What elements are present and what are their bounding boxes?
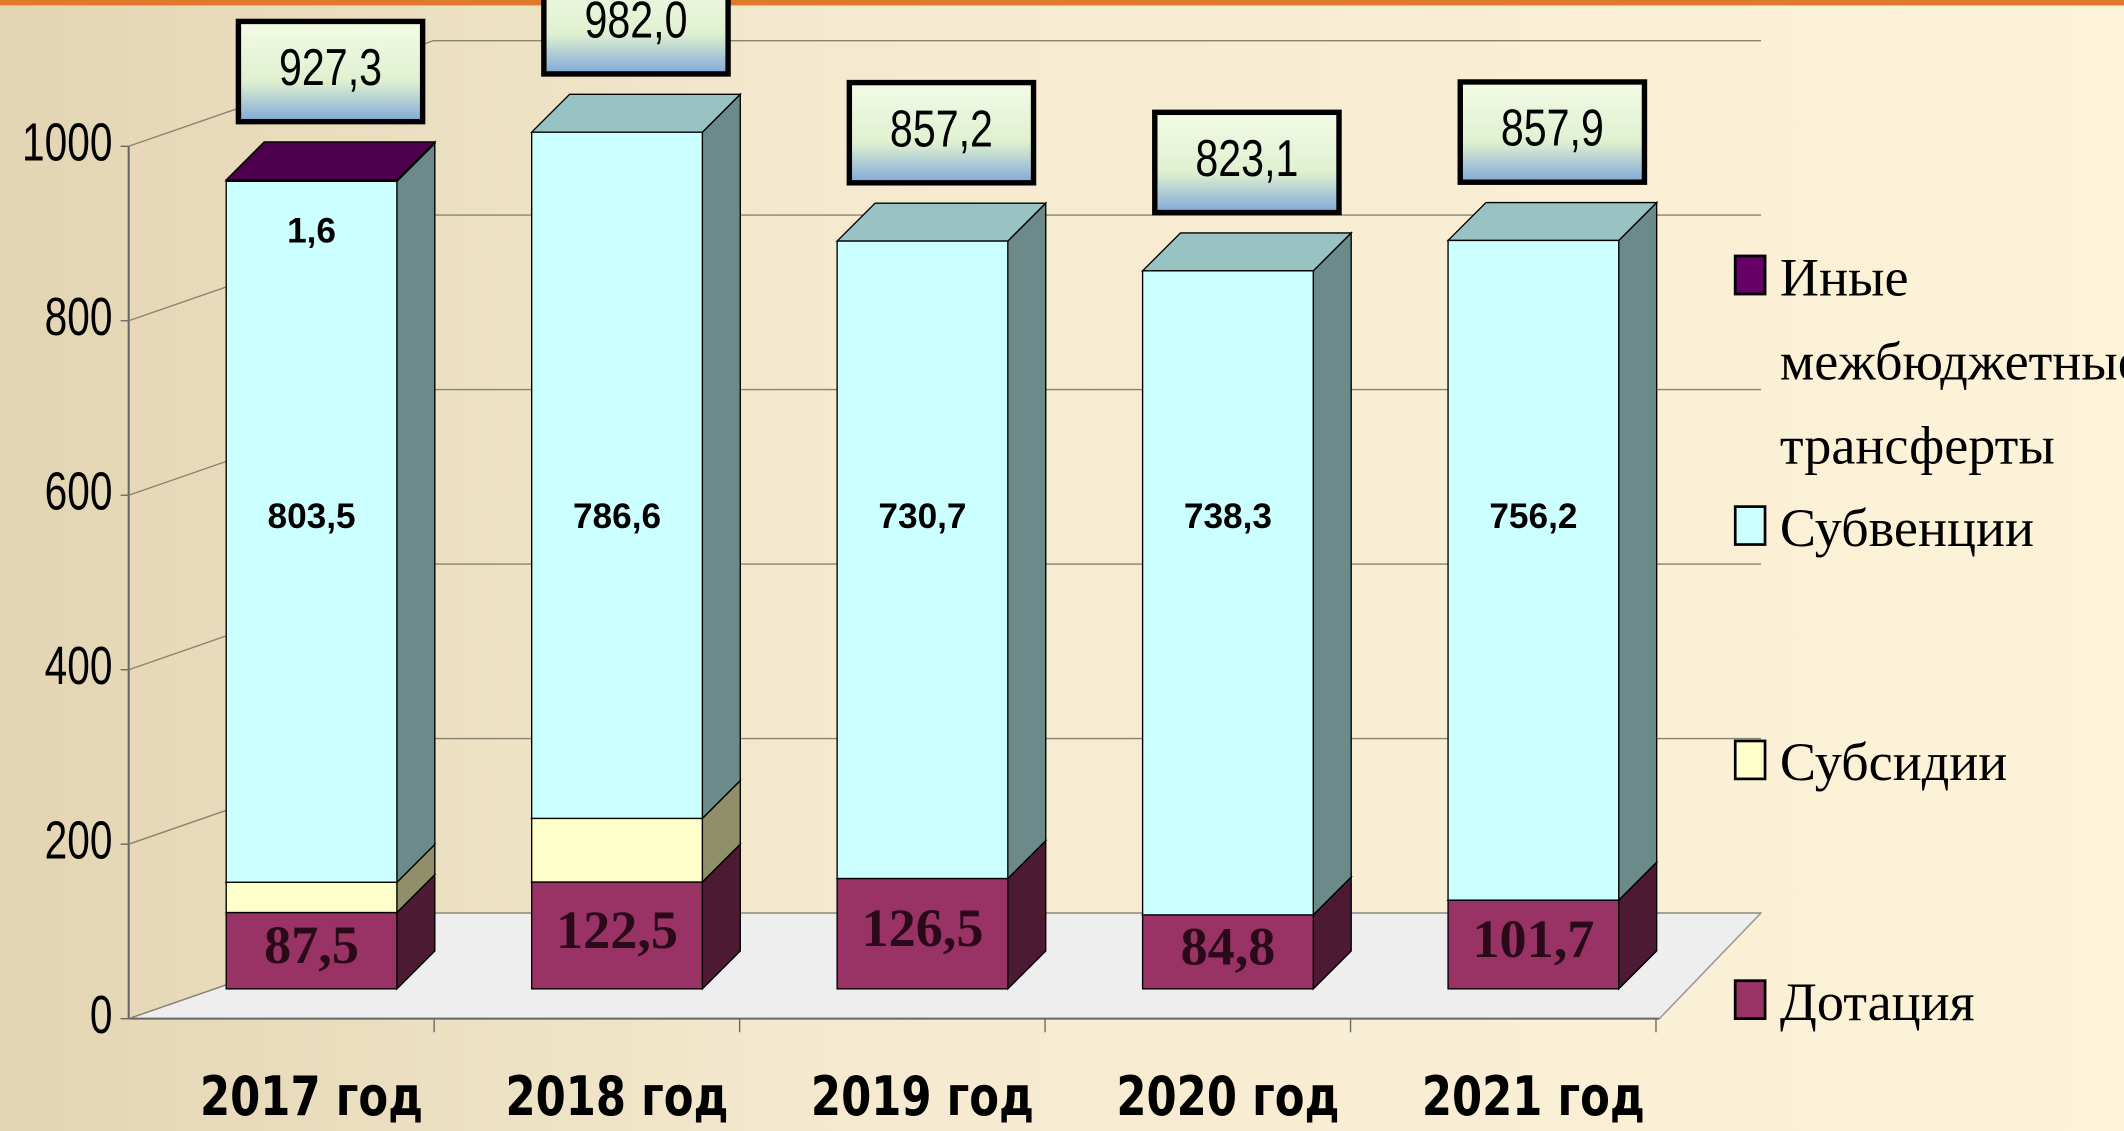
grid-line: [128, 39, 1761, 147]
legend-label: Субвенции: [1779, 497, 2034, 559]
legend-swatch: [1733, 505, 1767, 546]
data-label: 756,2: [1489, 497, 1577, 536]
legend-label: Субсидии: [1779, 731, 2008, 793]
total-label: 857,2: [890, 100, 993, 157]
x-tick-label: 2019 год: [811, 1064, 1034, 1128]
legend-swatch: [1733, 254, 1767, 296]
total-box: [1457, 79, 1648, 185]
bar: [1141, 270, 1314, 916]
top-rule: [0, 0, 2124, 6]
bar-top: [224, 141, 437, 181]
bar: [531, 817, 704, 883]
total-label: 927,3: [279, 39, 382, 96]
total-label: 857,9: [1501, 99, 1604, 156]
y-tick-label: 600: [45, 462, 113, 522]
total-box: [541, 0, 731, 77]
data-label: 122,5: [556, 900, 678, 960]
bar-top: [1446, 201, 1659, 242]
bar: [225, 911, 398, 990]
total-box: [235, 18, 426, 125]
data-label: 126,5: [862, 898, 984, 958]
data-label: 730,7: [878, 497, 966, 536]
x-tick-label: 2021 год: [1422, 1064, 1645, 1128]
bar: [225, 180, 398, 883]
data-label: 786,6: [573, 497, 661, 536]
data-label: 84,8: [1181, 916, 1276, 976]
bar: [1141, 914, 1314, 990]
floor-edge: [1658, 912, 1762, 1020]
y-tick-label: 400: [45, 637, 113, 697]
bar: [836, 877, 1009, 990]
data-label: 1,6: [287, 211, 336, 250]
bar: [1447, 899, 1620, 990]
bar: [531, 881, 704, 990]
x-tick-label: 2020 год: [1116, 1064, 1339, 1128]
data-label: 738,3: [1184, 497, 1272, 536]
bar: [531, 131, 704, 820]
total-label: 982,0: [584, 0, 687, 48]
total-label: 823,1: [1195, 130, 1298, 187]
bar: [836, 240, 1009, 880]
bar-top: [1140, 232, 1353, 272]
bar-top: [835, 202, 1048, 242]
y-tick-label: 1000: [22, 113, 112, 173]
bar-side: [396, 141, 436, 884]
total-box: [846, 79, 1037, 186]
legend-label: Иные межбюджетные трансферты: [1779, 246, 2124, 476]
legend-swatch: [1733, 739, 1767, 781]
bar: [225, 881, 398, 914]
data-label: 803,5: [268, 497, 356, 536]
y-tick-label: 200: [45, 811, 113, 871]
bar-top: [530, 93, 742, 133]
bar-side: [1312, 231, 1352, 917]
x-tick-label: 2018 год: [505, 1064, 728, 1128]
data-label: 101,7: [1472, 909, 1594, 969]
bar-side: [1618, 200, 1658, 902]
bar-side: [701, 92, 741, 821]
legend-label: Дотация: [1779, 971, 1975, 1033]
total-box: [1152, 109, 1342, 216]
data-label: 87,5: [264, 915, 359, 975]
bar-side: [1007, 201, 1047, 881]
bar: [1447, 239, 1620, 901]
legend-swatch: [1733, 979, 1767, 1021]
x-tick-label: 2017 год: [200, 1064, 423, 1128]
y-tick-label: 800: [45, 288, 113, 348]
y-tick-label: 0: [90, 985, 113, 1045]
bar: [225, 179, 398, 182]
